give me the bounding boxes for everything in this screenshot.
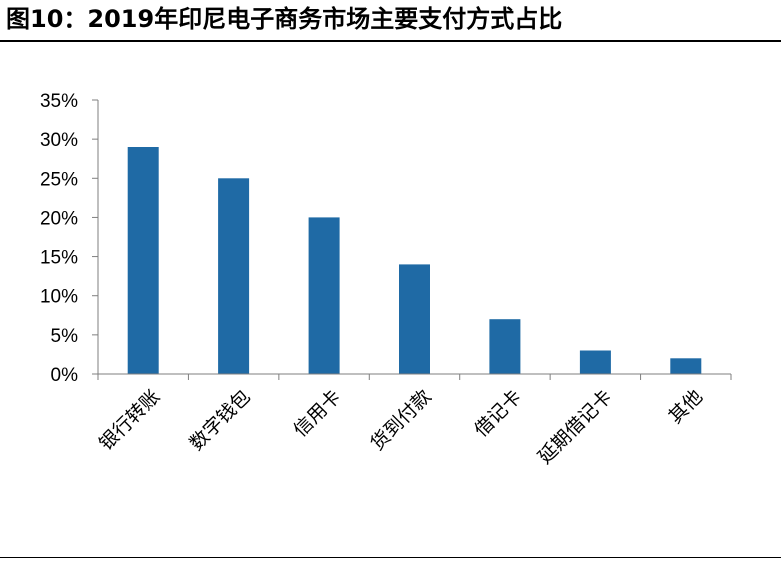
- y-tick-label: 5%: [51, 326, 79, 347]
- y-tick-label: 20%: [40, 208, 78, 229]
- bar: [218, 178, 250, 374]
- y-tick-label: 30%: [40, 130, 78, 151]
- figure-title: 图10：2019年印尼电子商务市场主要支付方式占比: [6, 5, 563, 33]
- bar: [308, 217, 340, 374]
- bottom-rule: [0, 557, 781, 558]
- x-category-label: 数字钱包: [185, 386, 254, 455]
- bar: [489, 319, 521, 374]
- y-tick-label: 35%: [40, 91, 78, 112]
- bars: [127, 147, 702, 374]
- y-tick-label: 25%: [40, 169, 78, 190]
- x-axis: 银行转账 数字钱包 信用卡 货到付款 借记卡 延期借记卡 其他: [95, 373, 732, 469]
- title-underline: [0, 40, 781, 42]
- bar: [399, 264, 430, 374]
- x-category-label: 银行转账: [95, 386, 164, 455]
- x-category-label: 信用卡: [289, 386, 345, 442]
- bar: [127, 147, 159, 374]
- x-category-label: 延期借记卡: [534, 386, 617, 469]
- x-category-label: 货到付款: [366, 386, 435, 455]
- x-category-label: 其他: [665, 386, 707, 428]
- y-tick-label: 0%: [51, 365, 79, 386]
- x-category-label: 借记卡: [470, 386, 526, 442]
- y-tick-label: 10%: [40, 287, 78, 308]
- bar: [579, 350, 611, 374]
- bar: [670, 358, 702, 374]
- y-tick-label: 15%: [40, 248, 78, 269]
- y-axis: 0% 5% 10% 15% 20% 25% 30% 35%: [40, 91, 99, 386]
